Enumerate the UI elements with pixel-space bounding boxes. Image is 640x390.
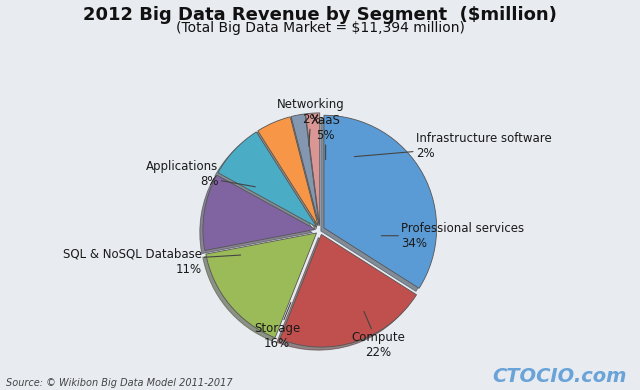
Wedge shape xyxy=(203,175,316,250)
Text: Compute
22%: Compute 22% xyxy=(351,312,406,360)
Text: Source: © Wikibon Big Data Model 2011-2017: Source: © Wikibon Big Data Model 2011-20… xyxy=(6,378,233,388)
Wedge shape xyxy=(218,132,317,227)
Text: (Total Big Data Market = $11,394 million): (Total Big Data Market = $11,394 million… xyxy=(175,21,465,35)
Text: Applications
8%: Applications 8% xyxy=(147,160,255,188)
Text: CTOCIO.com: CTOCIO.com xyxy=(493,367,627,386)
Text: 2012 Big Data Revenue by Segment  ($million): 2012 Big Data Revenue by Segment ($milli… xyxy=(83,6,557,24)
Text: Networking
2%: Networking 2% xyxy=(277,98,345,146)
Wedge shape xyxy=(258,117,318,226)
Wedge shape xyxy=(291,114,319,226)
Text: Professional services
34%: Professional services 34% xyxy=(381,222,524,250)
Wedge shape xyxy=(324,115,436,288)
Text: Infrastructure software
2%: Infrastructure software 2% xyxy=(355,131,552,160)
Wedge shape xyxy=(280,234,417,347)
Text: Storage
16%: Storage 16% xyxy=(254,303,300,351)
Text: XaaS
5%: XaaS 5% xyxy=(310,114,340,160)
Text: SQL & NoSQL Database
11%: SQL & NoSQL Database 11% xyxy=(63,248,241,276)
Wedge shape xyxy=(206,233,317,338)
Wedge shape xyxy=(305,113,320,225)
